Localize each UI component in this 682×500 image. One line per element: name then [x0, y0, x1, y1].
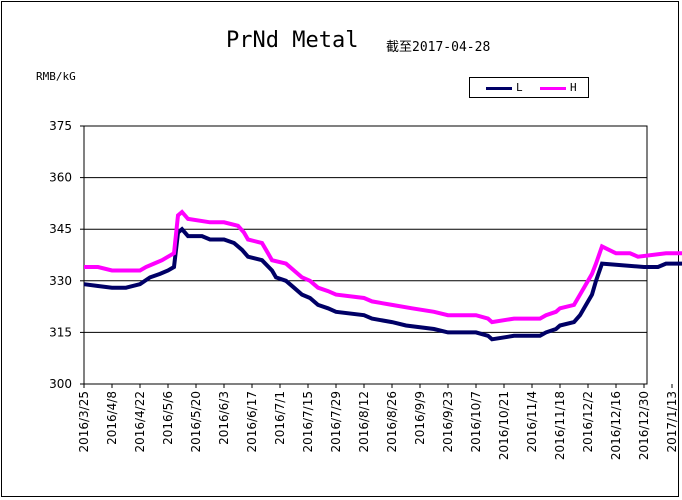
x-tick-label: 2016/8/26 — [385, 391, 399, 453]
x-tick-label: 2016/10/21 — [497, 391, 511, 460]
x-tick-label: 2016/5/6 — [161, 391, 175, 445]
y-tick-label: 300 — [49, 377, 72, 391]
x-tick-label: 2016/6/17 — [245, 391, 259, 453]
series-line-h — [84, 209, 682, 325]
legend-label-h: H — [570, 81, 577, 94]
y-axis-unit-label: RMB/kG — [36, 70, 76, 83]
x-tick-label: 2016/12/16 — [609, 391, 623, 460]
chart-legend: L H — [469, 77, 589, 98]
y-tick-label: 315 — [49, 325, 72, 339]
chart-title: PrNd Metal — [226, 28, 359, 53]
x-tick-label: 2016/11/4 — [525, 391, 539, 453]
y-tick-label: 330 — [49, 274, 72, 288]
x-tick-label: 2016/10/7 — [469, 391, 483, 453]
y-tick-label: 345 — [49, 222, 72, 236]
y-tick-label: 375 — [49, 119, 72, 133]
x-tick-label: 2016/8/12 — [357, 391, 371, 453]
plot-area — [83, 125, 648, 385]
legend-swatch-h — [540, 87, 566, 90]
x-tick-label: 2016/4/22 — [133, 391, 147, 453]
x-tick-label: 2016/5/20 — [189, 391, 203, 453]
x-tick-label: 2016/11/18 — [553, 391, 567, 460]
x-tick-label: 2016/7/15 — [301, 391, 315, 453]
y-tick-label: 360 — [49, 171, 72, 185]
legend-label-l: L — [516, 81, 523, 94]
series-line-l — [83, 226, 682, 342]
x-tick-label: 2016/7/29 — [329, 391, 343, 453]
x-tick-label: 2016/9/9 — [413, 391, 427, 445]
x-tick-label: 2017/1/13 — [665, 391, 679, 453]
legend-swatch-l — [486, 87, 512, 90]
x-tick-label: 2016/12/30 — [637, 391, 651, 460]
x-tick-label: 2016/9/23 — [441, 391, 455, 453]
x-tick-label: 2016/12/2 — [581, 391, 595, 453]
chart-subtitle: 截至2017-04-28 — [386, 40, 491, 55]
x-tick-label: 2016/3/25 — [77, 391, 91, 453]
x-tick-label: 2016/7/1 — [273, 391, 287, 445]
x-tick-label: 2016/6/3 — [217, 391, 231, 445]
x-tick-label: 2016/4/8 — [105, 391, 119, 445]
